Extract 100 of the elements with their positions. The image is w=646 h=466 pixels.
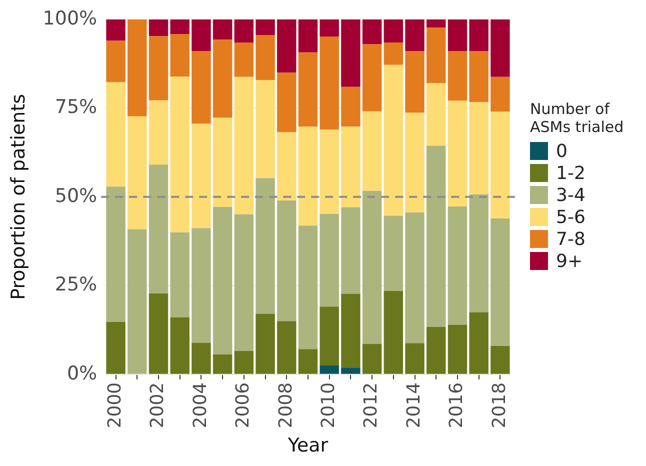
bar	[469, 194, 488, 312]
legend-label: 1-2	[556, 162, 586, 184]
bar	[298, 126, 318, 226]
bar	[384, 290, 404, 374]
bar	[148, 19, 168, 36]
legend-label: 0	[556, 140, 568, 162]
bar	[298, 226, 318, 350]
bar	[320, 366, 339, 374]
bar	[320, 306, 339, 366]
bar	[212, 354, 232, 374]
bar	[405, 343, 424, 374]
bar	[341, 368, 360, 374]
y-axis-title: Proportion of patients	[7, 94, 30, 300]
bar	[148, 36, 168, 100]
bar	[320, 19, 339, 36]
bar	[469, 102, 488, 194]
bar	[106, 40, 126, 82]
bar	[490, 19, 510, 77]
bar	[298, 349, 318, 374]
bar	[234, 76, 254, 214]
bar	[106, 186, 126, 322]
bar	[490, 76, 510, 112]
bar	[448, 324, 468, 374]
bar	[469, 50, 488, 102]
bar	[469, 312, 488, 374]
bar	[298, 52, 318, 127]
bar	[234, 350, 254, 374]
bar	[341, 294, 360, 368]
legend-label: 5-6	[556, 206, 586, 228]
x-tick-label: 2018	[488, 382, 510, 428]
bar	[448, 19, 468, 51]
bar	[362, 111, 382, 191]
bar	[426, 28, 446, 83]
bar	[405, 112, 424, 213]
bar	[106, 322, 126, 374]
bar	[148, 100, 168, 165]
bar	[128, 19, 147, 116]
bar	[490, 218, 510, 346]
bar	[170, 76, 190, 232]
x-tick-label: 2002	[147, 382, 168, 428]
bar	[320, 129, 339, 214]
bar	[234, 19, 254, 42]
bar	[148, 293, 168, 374]
bar	[128, 116, 147, 230]
bar	[405, 19, 424, 51]
bar	[170, 232, 190, 318]
y-tick-label: 50%	[54, 184, 98, 207]
bar	[469, 19, 488, 51]
bar	[192, 124, 211, 228]
bar	[448, 50, 468, 101]
bar	[384, 19, 404, 42]
bar	[448, 206, 468, 325]
y-tick-label: 100%	[42, 7, 98, 30]
bar	[341, 126, 360, 208]
bar	[362, 19, 382, 44]
bar	[192, 50, 211, 124]
bar	[426, 19, 446, 28]
bar	[362, 344, 382, 374]
bar	[212, 118, 232, 207]
bar	[384, 42, 404, 65]
legend-label: 7-8	[556, 228, 586, 250]
bar	[384, 64, 404, 216]
bar	[405, 212, 424, 344]
y-tick-label: 75%	[54, 96, 98, 118]
x-tick-label: 2004	[190, 382, 211, 428]
x-tick-label: 2016	[446, 382, 468, 428]
bar	[341, 19, 360, 87]
bar	[362, 190, 382, 344]
legend-title: Number of ASMs trialed	[530, 100, 625, 136]
bar	[212, 206, 232, 355]
x-tick-label: 2010	[318, 382, 340, 428]
legend-label: 9+	[556, 250, 583, 272]
bar	[277, 19, 296, 73]
bar	[170, 317, 190, 374]
bar	[384, 216, 404, 291]
x-tick-label: 2014	[403, 382, 424, 428]
legend-label: 3-4	[556, 184, 586, 206]
bar	[256, 35, 275, 80]
x-tick-label: 2012	[360, 382, 382, 428]
bar	[212, 40, 232, 118]
bar	[106, 19, 126, 41]
bar	[490, 346, 510, 374]
bar	[341, 86, 360, 127]
bar	[277, 72, 296, 132]
bar	[256, 80, 275, 178]
bar	[426, 82, 446, 146]
y-tick-label: 25%	[54, 274, 98, 296]
bar	[426, 326, 446, 374]
bar	[256, 314, 275, 374]
bar	[320, 36, 339, 130]
bar	[490, 112, 510, 219]
bar	[298, 19, 318, 52]
x-tick-label: 2008	[275, 382, 296, 428]
bar	[192, 19, 211, 51]
x-axis-title: Year	[286, 434, 328, 457]
x-tick-label: 2000	[104, 382, 126, 428]
bar	[212, 19, 232, 40]
bar	[277, 200, 296, 322]
bar	[192, 342, 211, 374]
bar	[277, 132, 296, 200]
